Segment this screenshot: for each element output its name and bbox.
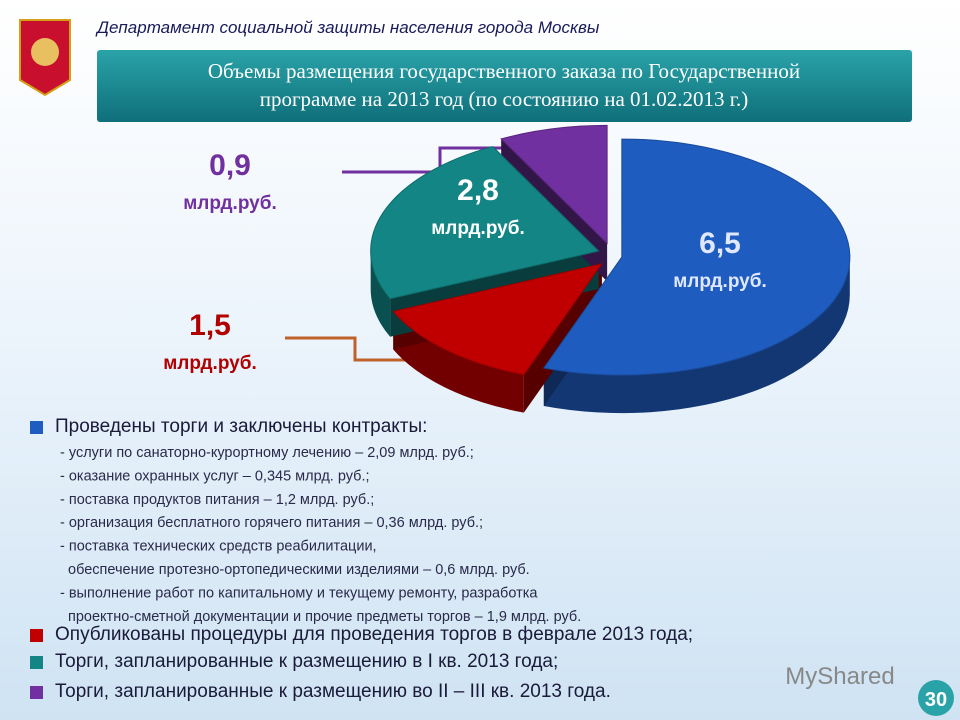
title-line: программе на 2013 год (по состоянию на 0… — [260, 87, 749, 111]
title-line: Объемы размещения государственного заказ… — [208, 59, 800, 83]
slice-side — [370, 251, 391, 337]
value-label: 1,5 — [189, 309, 231, 342]
detail-item: - организация бесплатного горячего питан… — [60, 515, 483, 531]
value-unit: млрд.руб. — [431, 218, 525, 239]
slide-number-badge — [918, 680, 954, 716]
detail-item: проектно-сметной документации и прочие п… — [68, 609, 581, 625]
slice — [500, 124, 608, 245]
leader-line — [285, 336, 425, 362]
watermark: MyShared — [785, 663, 894, 690]
value-unit: млрд.руб. — [183, 193, 277, 214]
pie — [370, 124, 851, 414]
legend-text: Проведены торги и заключены контракты: - … — [30, 416, 693, 702]
legend-swatch — [30, 656, 43, 669]
legend-swatch — [30, 421, 43, 434]
value-unit: млрд.руб. — [163, 353, 257, 374]
legend-swatch — [30, 629, 43, 642]
value-label: 0,9 — [209, 149, 251, 182]
detail-item: обеспечение протезно-ортопедическими изд… — [68, 562, 530, 578]
slice-side — [393, 311, 524, 413]
legend-label: Проведены торги и заключены контракты: — [55, 416, 427, 437]
slide-number: 30 — [925, 689, 947, 711]
title-box — [97, 50, 912, 122]
value-labels: 6,5 млрд.руб. 1,5 млрд.руб. 2,8 млрд.руб. 0,9 м… — [163, 149, 767, 374]
department: Департамент социальной защиты населения … — [95, 18, 600, 37]
coat-of-arms-figure — [31, 38, 59, 66]
legend-label: Опубликованы процедуры для проведения то… — [55, 624, 693, 645]
slice — [542, 138, 851, 376]
slice — [392, 262, 603, 376]
detail-item: - услуги по санаторно-курортному лечению… — [60, 445, 474, 461]
detail-item: - поставка продуктов питания – 1,2 млрд.… — [60, 492, 374, 508]
detail-item: - выполнение работ по капитальному и тек… — [60, 585, 538, 601]
legend-label: Торги, запланированные к размещению во I… — [55, 681, 611, 702]
value-unit: млрд.руб. — [673, 271, 767, 292]
value-label: 2,8 — [457, 174, 499, 207]
legend-label: Торги, запланированные к размещению в I … — [55, 651, 558, 672]
slice — [370, 146, 600, 300]
legend-swatch — [30, 686, 43, 699]
detail-item: - оказание охранных услуг – 0,345 млрд. … — [60, 468, 370, 484]
value-label: 6,5 — [699, 227, 741, 260]
detail-item: - поставка технических средств реабилита… — [60, 539, 377, 555]
slice-side — [543, 257, 850, 414]
